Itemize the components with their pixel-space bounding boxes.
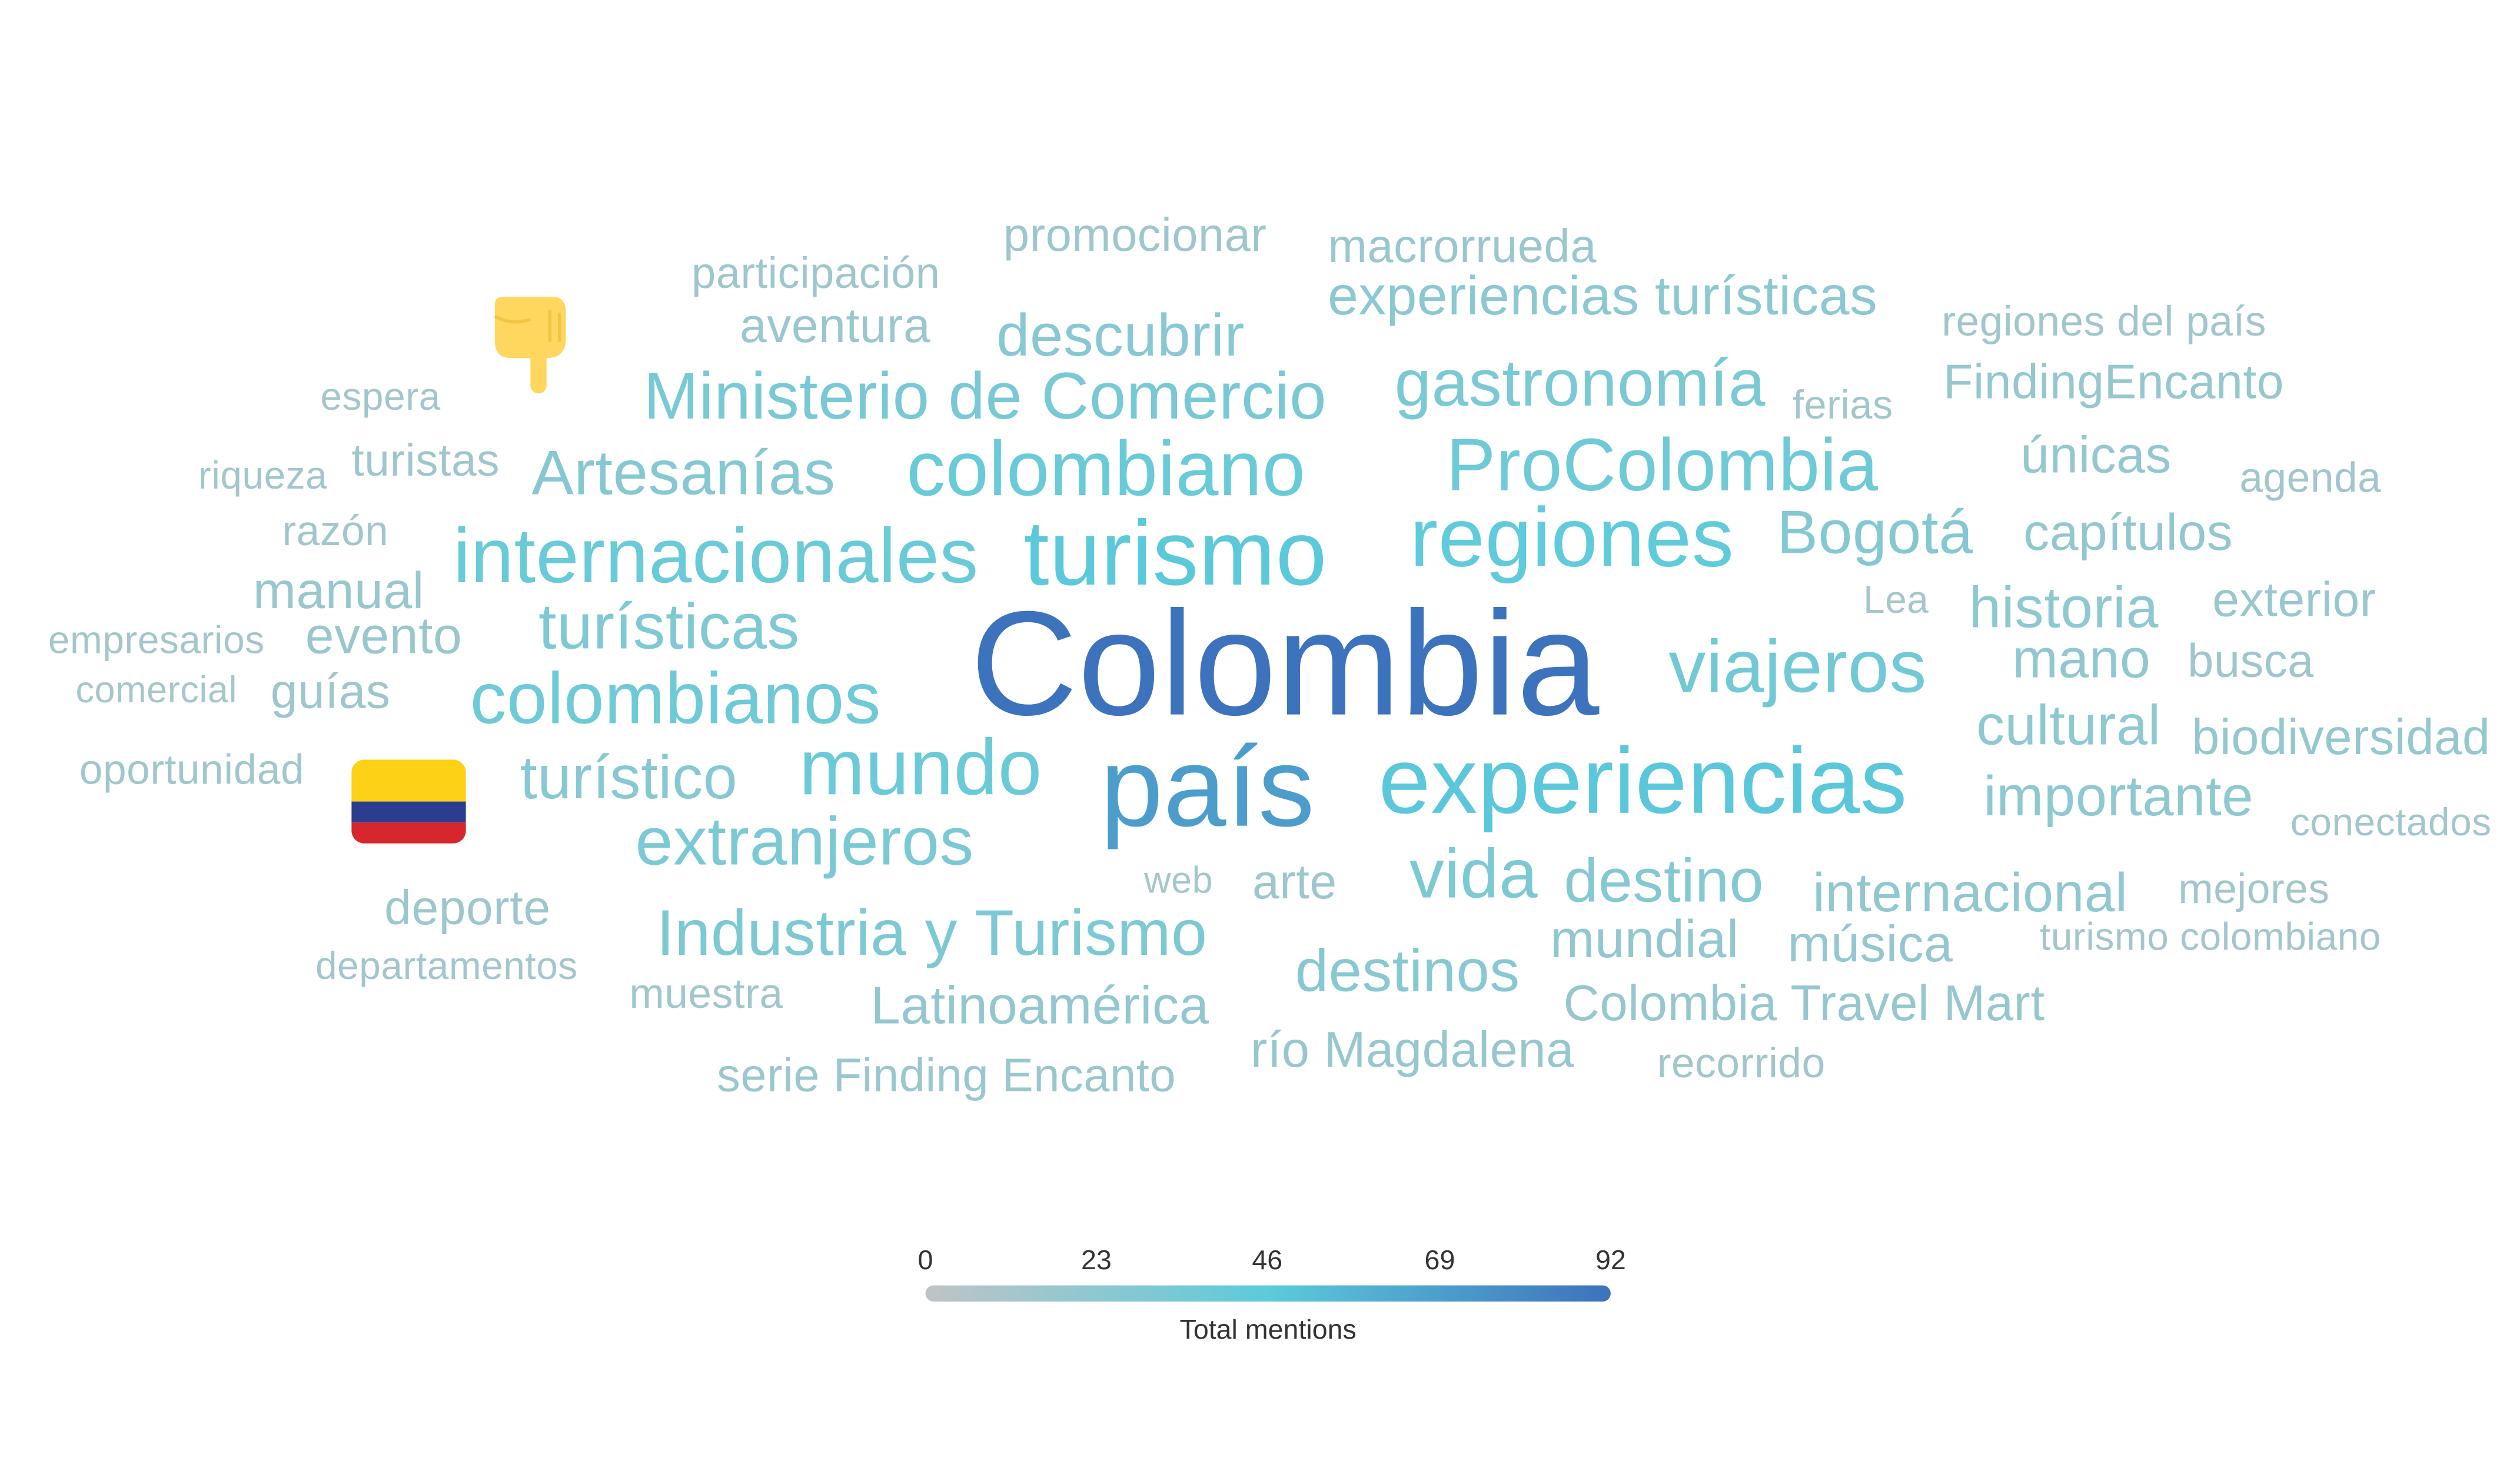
- word-turismo: turismo: [1023, 502, 1328, 606]
- word-mejores: mejores: [2178, 864, 2330, 913]
- pointing-down-icon: [488, 294, 572, 397]
- word-unicas: únicas: [2020, 426, 2172, 484]
- word-ferias: ferias: [1792, 383, 1893, 429]
- word-findingencanto: FindingEncanto: [1943, 356, 2285, 410]
- word-turisticas: turísticas: [538, 592, 800, 663]
- word-macrorrueda: macrorrueda: [1328, 221, 1597, 274]
- legend-tick-69: 69: [1424, 1244, 1455, 1276]
- word-destinos: destinos: [1295, 938, 1520, 1004]
- word-espera: espera: [320, 376, 441, 420]
- word-procolombia: ProColombia: [1446, 422, 1879, 507]
- word-capitulos: capítulos: [2023, 503, 2233, 562]
- word-musica: música: [1787, 914, 1953, 973]
- word-deporte: deporte: [384, 882, 551, 935]
- word-departamentos: departamentos: [315, 945, 578, 989]
- word-colombianos: colombianos: [470, 657, 881, 740]
- word-agenda: agenda: [2239, 453, 2382, 502]
- word-participacion: participación: [691, 249, 940, 298]
- word-rio-magdalena: río Magdalena: [1250, 1021, 1574, 1078]
- word-web: web: [1144, 858, 1214, 901]
- word-arte: arte: [1252, 856, 1337, 910]
- word-aventura: aventura: [739, 300, 931, 353]
- word-guias: guías: [270, 666, 391, 719]
- word-importante: importante: [1983, 765, 2254, 828]
- word-lea: Lea: [1863, 579, 1929, 623]
- legend-tick-23: 23: [1081, 1244, 1112, 1276]
- word-mundial: mundial: [1550, 908, 1739, 969]
- word-serie-finding-encanto: serie Finding Encanto: [717, 1050, 1176, 1103]
- word-internacionales: internacionales: [453, 514, 979, 600]
- word-comercial: comercial: [75, 668, 238, 711]
- word-turistas: turistas: [351, 435, 500, 486]
- legend-tick-92: 92: [1595, 1244, 1626, 1276]
- word-mano: mano: [2012, 629, 2151, 691]
- legend-tick-0: 0: [917, 1244, 933, 1276]
- word-ministerio-de-comercio: Ministerio de Comercio: [643, 359, 1327, 433]
- word-turismo-colombiano: turismo colombiano: [2040, 916, 2381, 960]
- word-vida: vida: [1409, 836, 1538, 914]
- word-destino: destino: [1564, 848, 1764, 917]
- word-regiones: regiones: [1409, 492, 1734, 586]
- word-oportunidad: oportunidad: [79, 745, 305, 794]
- color-scale-legend: 0 23 46 69 92 Total mentions: [918, 1242, 1626, 1355]
- word-razon: razón: [282, 506, 389, 555]
- word-promocionar: promocionar: [1003, 210, 1267, 263]
- word-colombiano: colombiano: [906, 427, 1306, 513]
- word-riqueza: riqueza: [198, 454, 328, 499]
- word-colombia: Colombia: [970, 582, 1600, 747]
- word-mundo: mundo: [799, 725, 1042, 812]
- word-evento: evento: [305, 606, 463, 665]
- word-viajeros: viajeros: [1668, 624, 1927, 708]
- word-empresarios: empresarios: [48, 619, 265, 663]
- word-artesanias: Artesanías: [531, 439, 836, 509]
- word-gastronomia: gastronomía: [1394, 346, 1766, 420]
- word-pais: país: [1100, 724, 1315, 850]
- legend-tick-46: 46: [1252, 1244, 1283, 1276]
- word-bogota: Bogotá: [1777, 500, 1973, 568]
- word-busca: busca: [2187, 636, 2314, 688]
- word-cultural: cultural: [1976, 694, 2161, 758]
- word-muestra: muestra: [629, 969, 783, 1018]
- word-industria-y-turismo: Industria y Turismo: [656, 898, 1208, 970]
- word-colombia-travel-mart: Colombia Travel Mart: [1563, 975, 2045, 1031]
- word-descubrir: descubrir: [996, 302, 1245, 369]
- word-experiencias-turisticas: experiencias turísticas: [1328, 266, 1878, 328]
- word-biodiversidad: biodiversidad: [2192, 709, 2491, 765]
- word-exterior: exterior: [2212, 574, 2376, 628]
- word-conectados: conectados: [2290, 801, 2492, 845]
- word-latinoamerica: Latinoamérica: [870, 975, 1209, 1035]
- word-experiencias: experiencias: [1378, 729, 1907, 834]
- word-extranjeros: extranjeros: [635, 803, 974, 879]
- colombia-flag-icon: [351, 759, 466, 844]
- word-turistico: turístico: [520, 745, 738, 813]
- legend-title: Total mentions: [1179, 1314, 1357, 1345]
- legend-gradient-bar: [925, 1285, 1611, 1302]
- word-internacional: internacional: [1813, 862, 2128, 924]
- word-historia: historia: [1969, 574, 2159, 640]
- word-recorrido: recorrido: [1657, 1038, 1826, 1087]
- word-manual: manual: [252, 561, 424, 620]
- word-regiones-del-pais: regiones del país: [1941, 297, 2267, 346]
